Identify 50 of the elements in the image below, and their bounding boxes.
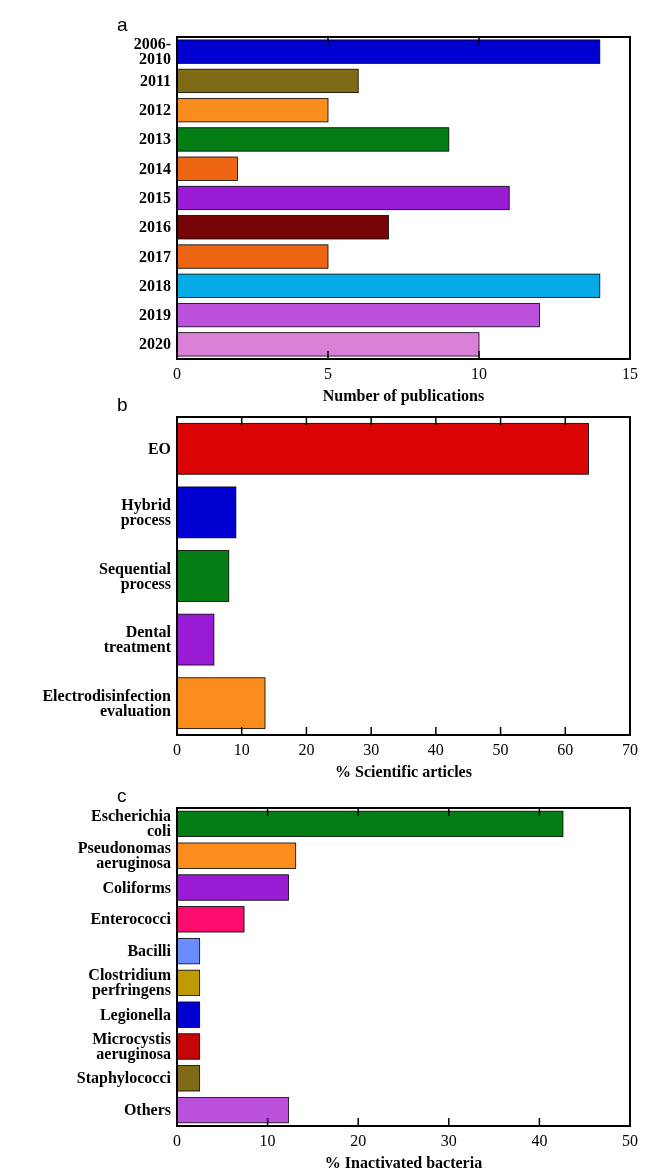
y-tick-label: 2017 [139, 247, 171, 265]
y-tick-label: Others [123, 1101, 171, 1119]
x-tick-label: 40 [427, 741, 444, 758]
x-tick-label: 20 [298, 741, 315, 758]
y-tick-label: 2016 [139, 218, 171, 236]
x-tick-label: 5 [324, 365, 332, 382]
y-tick-label: Coliforms [102, 878, 171, 896]
y-tick-label: Staphylococci [76, 1069, 172, 1088]
y-tick-label: 2019 [139, 306, 171, 324]
y-tick-label: 2014 [139, 159, 171, 177]
chart-title: a [117, 14, 128, 35]
y-tick-label: Electrodisinfection evaluation [42, 686, 172, 719]
y-tick-label: Enterococci [90, 910, 172, 928]
x-tick-label: 10 [233, 741, 250, 758]
x-tick-label: 10 [471, 365, 487, 382]
x-tick-label: 0 [173, 1132, 181, 1149]
y-tick-label: Clostridium perfringens [88, 966, 172, 1000]
y-tick-label: 2020 [139, 335, 171, 353]
x-tick-label: 60 [557, 741, 574, 758]
y-tick-label: Microcystis aeruginosa [92, 1030, 171, 1063]
y-tick-label: Legionella [99, 1005, 171, 1024]
x-tick-label: 50 [622, 1132, 638, 1149]
x-tick-label: 40 [531, 1132, 548, 1149]
x-tick-label: 70 [622, 741, 638, 758]
y-tick-label: 2012 [139, 101, 171, 119]
x-tick-label: 0 [173, 741, 181, 758]
y-tick-label: 2013 [139, 130, 171, 148]
y-tick-label: 2018 [139, 276, 171, 294]
x-axis-title: % Scientific articles [335, 763, 472, 780]
x-axis-title: Number of publications [322, 387, 485, 405]
y-tick-label: 2011 [139, 71, 171, 89]
y-tick-label: Sequential process [98, 559, 172, 593]
y-tick-label: Hybrid process [120, 495, 172, 529]
y-tick-label: 2006- 2010 [133, 35, 171, 68]
y-tick-label: Dental treatment [103, 623, 172, 656]
y-tick-label: Bacilli [127, 942, 172, 960]
chart-title: c [117, 785, 127, 806]
x-tick-label: 30 [363, 741, 380, 758]
x-tick-label: 0 [173, 365, 181, 382]
y-tick-label: Escherichia coli [91, 807, 172, 840]
x-axis-title: % Inactivated bacteria [324, 1154, 483, 1171]
y-tick-label: Pseudonomas aeruginosa [77, 839, 171, 873]
x-tick-label: 20 [350, 1132, 367, 1149]
y-tick-label: EO [147, 439, 171, 457]
x-tick-label: 10 [259, 1132, 276, 1149]
x-tick-label: 30 [440, 1132, 457, 1149]
x-tick-label: 50 [492, 741, 509, 758]
chart-title: b [117, 394, 128, 415]
x-tick-label: 15 [622, 365, 638, 382]
y-tick-label: 2015 [139, 189, 171, 206]
